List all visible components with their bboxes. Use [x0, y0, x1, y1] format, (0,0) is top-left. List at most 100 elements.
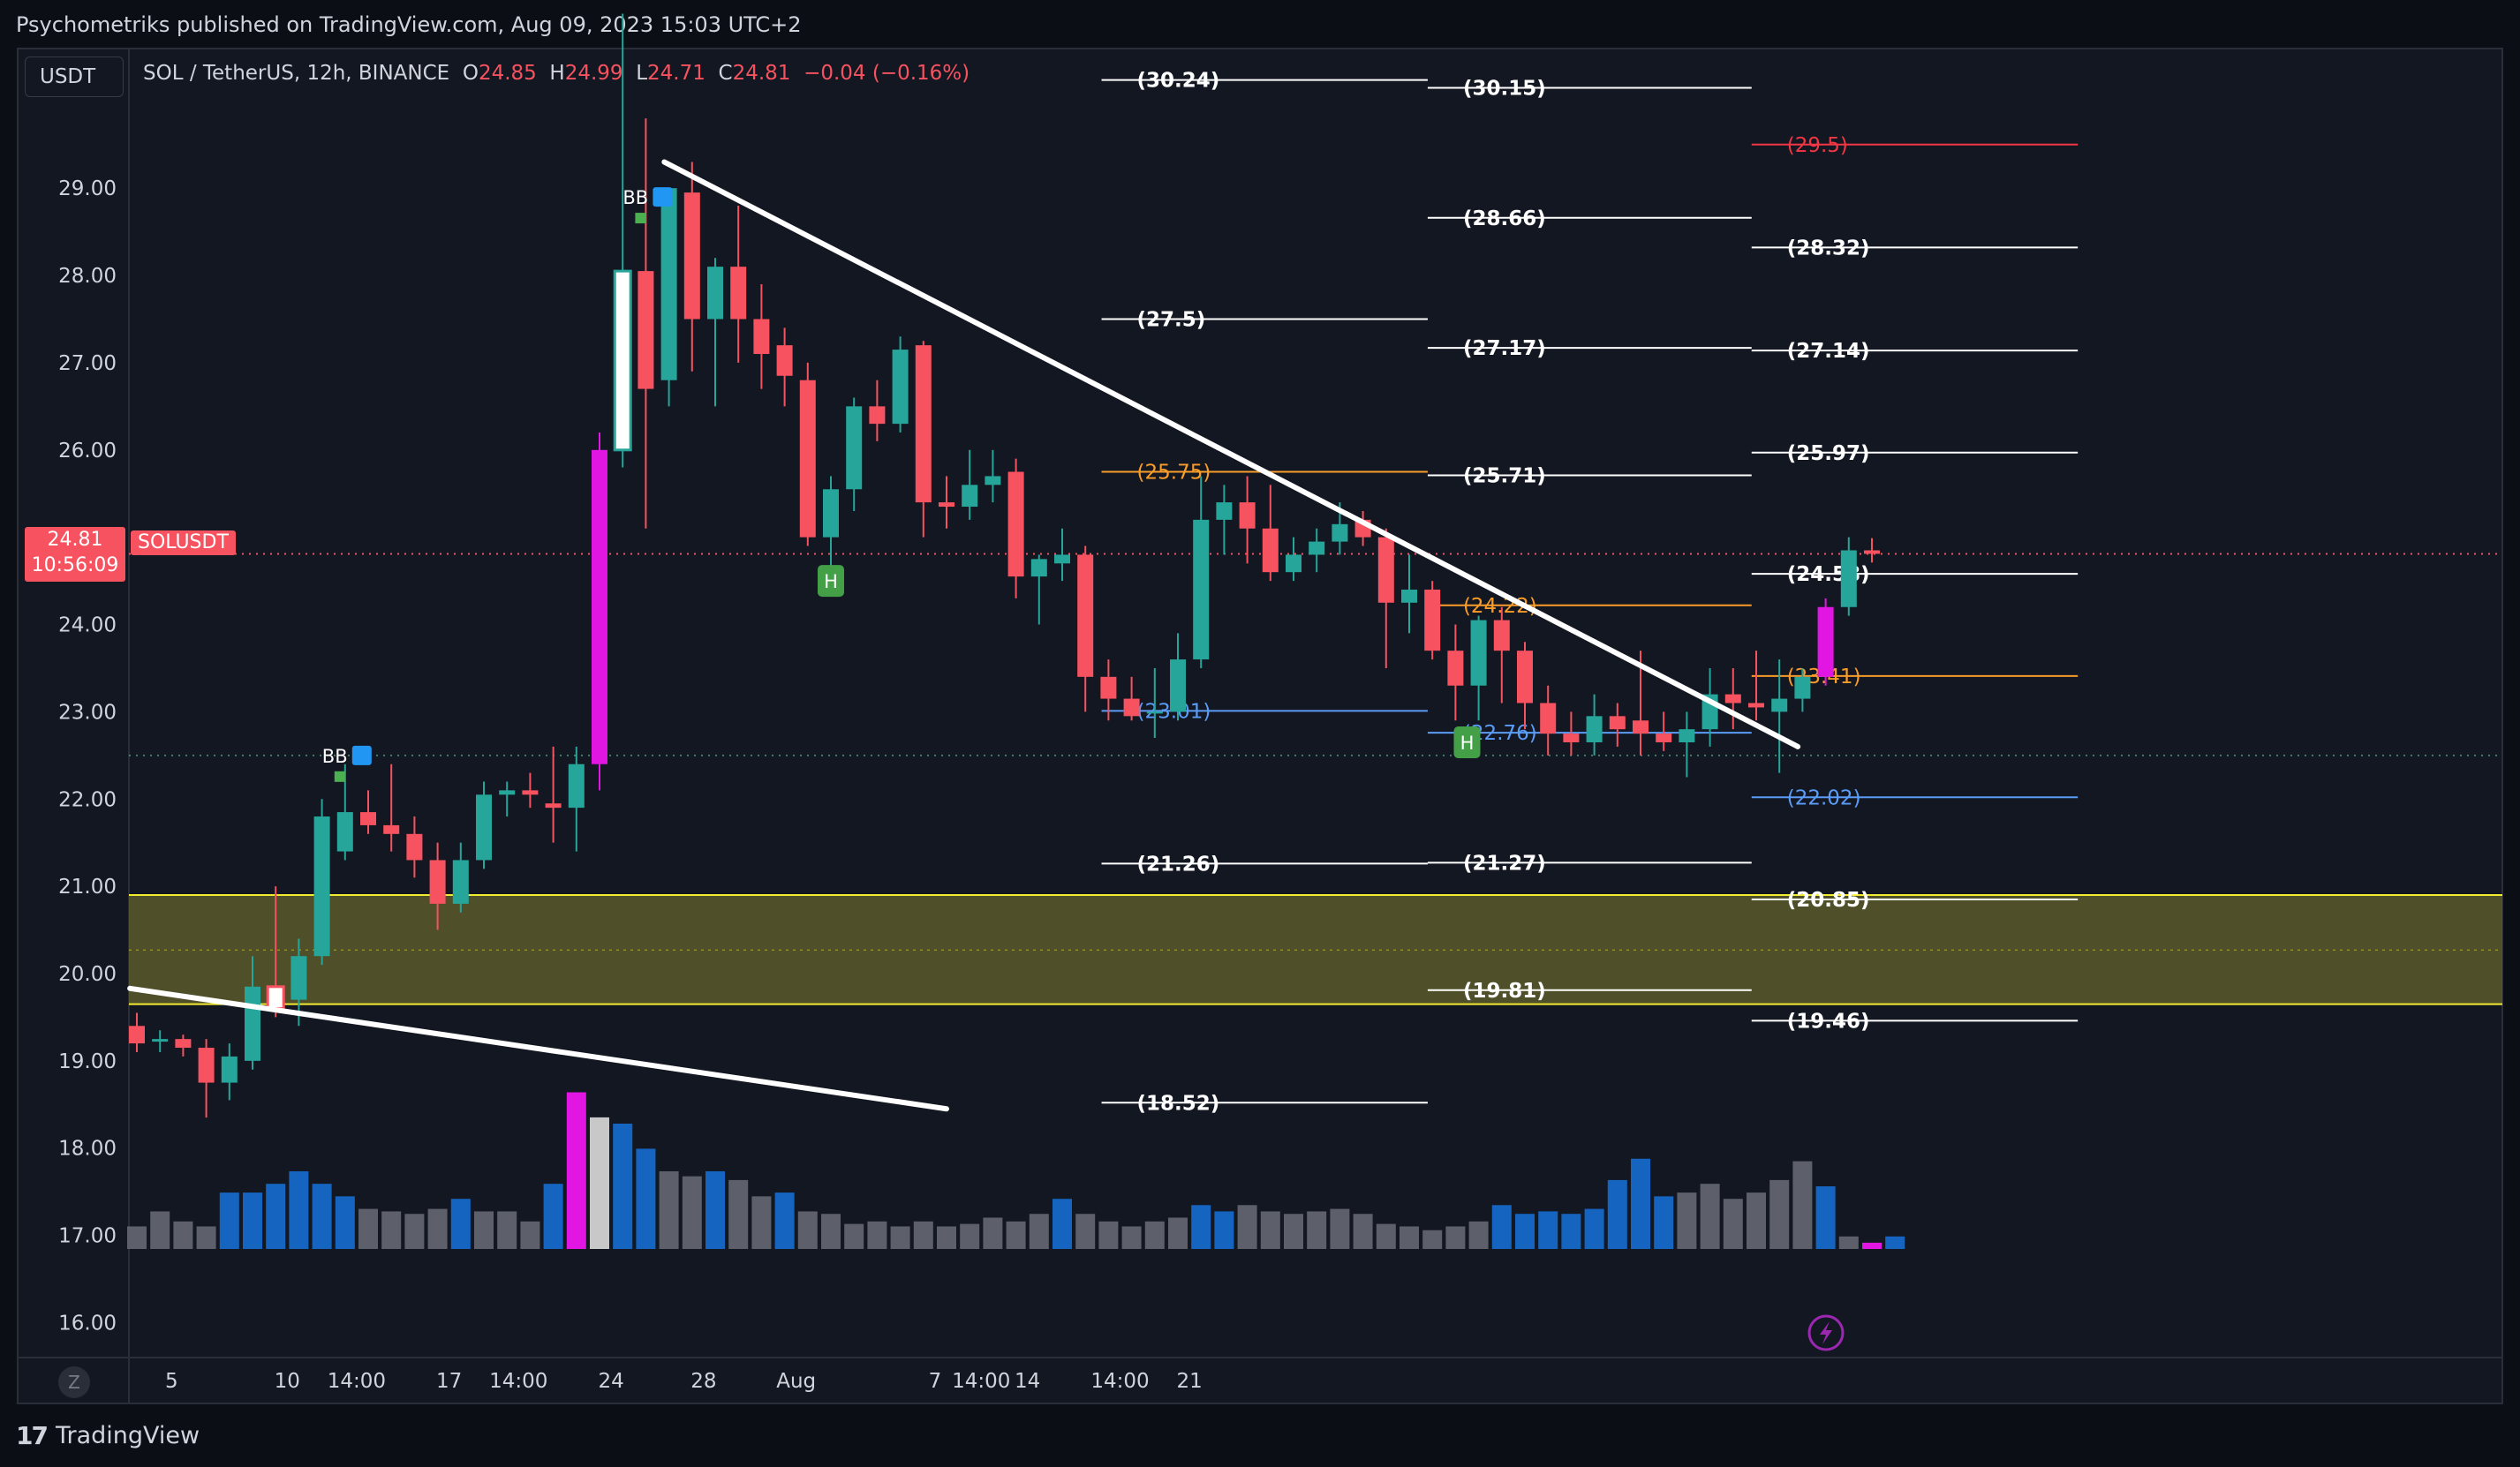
- volume-bar: [358, 1208, 378, 1249]
- candle-body: [1586, 716, 1603, 742]
- volume-bar: [1792, 1161, 1813, 1249]
- candles-layer: [129, 13, 1880, 1118]
- volume-bars-layer: [127, 1092, 1905, 1249]
- y-tick-label: 16.00: [58, 1312, 117, 1335]
- candle-body: [962, 485, 978, 508]
- candle-body: [1216, 502, 1233, 520]
- candle-body: [1424, 589, 1441, 651]
- volume-bar: [474, 1211, 494, 1249]
- volume-bar: [937, 1226, 956, 1249]
- volume-bar: [1214, 1211, 1234, 1249]
- legend-open: 24.85: [478, 62, 537, 85]
- candle-body: [1840, 550, 1857, 607]
- bb-arrow-icon: [351, 745, 372, 765]
- fib-level-label: (20.85): [1787, 889, 1870, 912]
- candle-body: [869, 406, 886, 425]
- candle-body: [360, 812, 376, 825]
- volume-bar: [983, 1217, 1003, 1249]
- fib-level-label: (27.5): [1137, 308, 1206, 331]
- volume-bar: [289, 1170, 309, 1249]
- candle-body: [1332, 523, 1348, 542]
- candle-body: [522, 790, 539, 795]
- x-tick-label: 7: [929, 1370, 942, 1393]
- volume-bar: [196, 1226, 216, 1249]
- volume-bar: [450, 1199, 471, 1249]
- fib-level-label: (21.26): [1137, 853, 1220, 876]
- fib-level-label: (27.14): [1787, 340, 1870, 363]
- volume-bar: [1098, 1221, 1119, 1249]
- volume-bar: [566, 1092, 586, 1249]
- markers-layer: BB BB H H: [322, 187, 1481, 782]
- volume-bar: [728, 1179, 749, 1249]
- volume-bar: [543, 1184, 563, 1249]
- fib-level-label: (19.81): [1463, 980, 1546, 1003]
- candle-body: [1609, 716, 1626, 730]
- footer-brand[interactable]: 17 TradingView: [16, 1421, 200, 1450]
- candle-body: [1771, 698, 1788, 712]
- y-tick-label: 17.00: [58, 1225, 117, 1248]
- volume-bar: [913, 1221, 933, 1249]
- y-tick-label: 22.00: [58, 788, 117, 811]
- candle-body: [892, 350, 909, 425]
- candle-body: [1864, 550, 1880, 554]
- volume-bar: [659, 1170, 679, 1249]
- y-tick-label: 28.00: [58, 265, 117, 288]
- volume-bar: [335, 1196, 355, 1249]
- x-tick-label: 14: [1015, 1370, 1040, 1393]
- fib-level-label: (22.02): [1787, 786, 1861, 809]
- volume-bar: [1376, 1223, 1396, 1249]
- legend-symbol[interactable]: SOL / TetherUS, 12h, BINANCE: [143, 62, 450, 85]
- candle-body: [985, 476, 1001, 485]
- x-tick-label: 14:00: [1090, 1370, 1149, 1393]
- candle-body: [476, 794, 492, 861]
- last-price-tag: 24.81 10:56:09: [25, 527, 125, 582]
- candle-body: [613, 269, 632, 452]
- legend-high: 24.99: [564, 62, 623, 85]
- fib-level-label: (28.32): [1787, 237, 1870, 260]
- x-tick-label: Aug: [776, 1370, 816, 1393]
- y-tick-label: 21.00: [58, 876, 117, 899]
- volume-bar: [613, 1124, 633, 1249]
- volume-bar: [404, 1214, 425, 1249]
- symbol-button[interactable]: USDT: [25, 56, 124, 97]
- x-tick-label: 5: [165, 1370, 178, 1393]
- volume-bar: [797, 1211, 818, 1249]
- candle-body: [592, 449, 607, 764]
- candle-body: [1633, 720, 1649, 734]
- fib-level-label: (30.15): [1463, 77, 1546, 100]
- volume-bar: [1237, 1205, 1257, 1249]
- candle-body: [1286, 554, 1301, 573]
- volume-bar: [1053, 1199, 1072, 1249]
- volume-bar: [381, 1211, 402, 1249]
- candle-body: [1030, 559, 1047, 577]
- y-tick-label: 20.00: [58, 963, 117, 986]
- volume-bar: [1515, 1214, 1535, 1249]
- x-tick-label: 14:00: [952, 1370, 1010, 1393]
- legend-change: −0.04 (−0.16%): [804, 62, 970, 85]
- x-tick-label: 14:00: [328, 1370, 386, 1393]
- candle-body: [1493, 620, 1510, 651]
- volume-bar: [427, 1208, 448, 1249]
- volume-bar: [1747, 1192, 1766, 1249]
- legend-low: 24.71: [647, 62, 705, 85]
- volume-bar: [1191, 1205, 1211, 1249]
- candle-body: [1193, 519, 1210, 660]
- zoom-reset-button[interactable]: Z: [58, 1366, 90, 1398]
- candle-body: [1262, 528, 1279, 573]
- legend-o-label: O: [462, 62, 479, 85]
- volume-bar: [774, 1192, 795, 1249]
- volume-bar: [1307, 1211, 1327, 1249]
- volume-bar: [590, 1117, 609, 1249]
- legend-l-label: L: [636, 62, 648, 85]
- candle-body: [1239, 502, 1256, 529]
- candle-body: [799, 380, 816, 538]
- volume-bar: [1677, 1192, 1697, 1249]
- candle-body: [1170, 659, 1186, 712]
- bb-flag-icon: [334, 771, 345, 782]
- alert-icon[interactable]: [1807, 1314, 1845, 1351]
- volume-bar: [520, 1221, 540, 1249]
- candle-body: [638, 271, 654, 389]
- volume-bar: [1654, 1196, 1674, 1249]
- volume-bar: [844, 1223, 864, 1249]
